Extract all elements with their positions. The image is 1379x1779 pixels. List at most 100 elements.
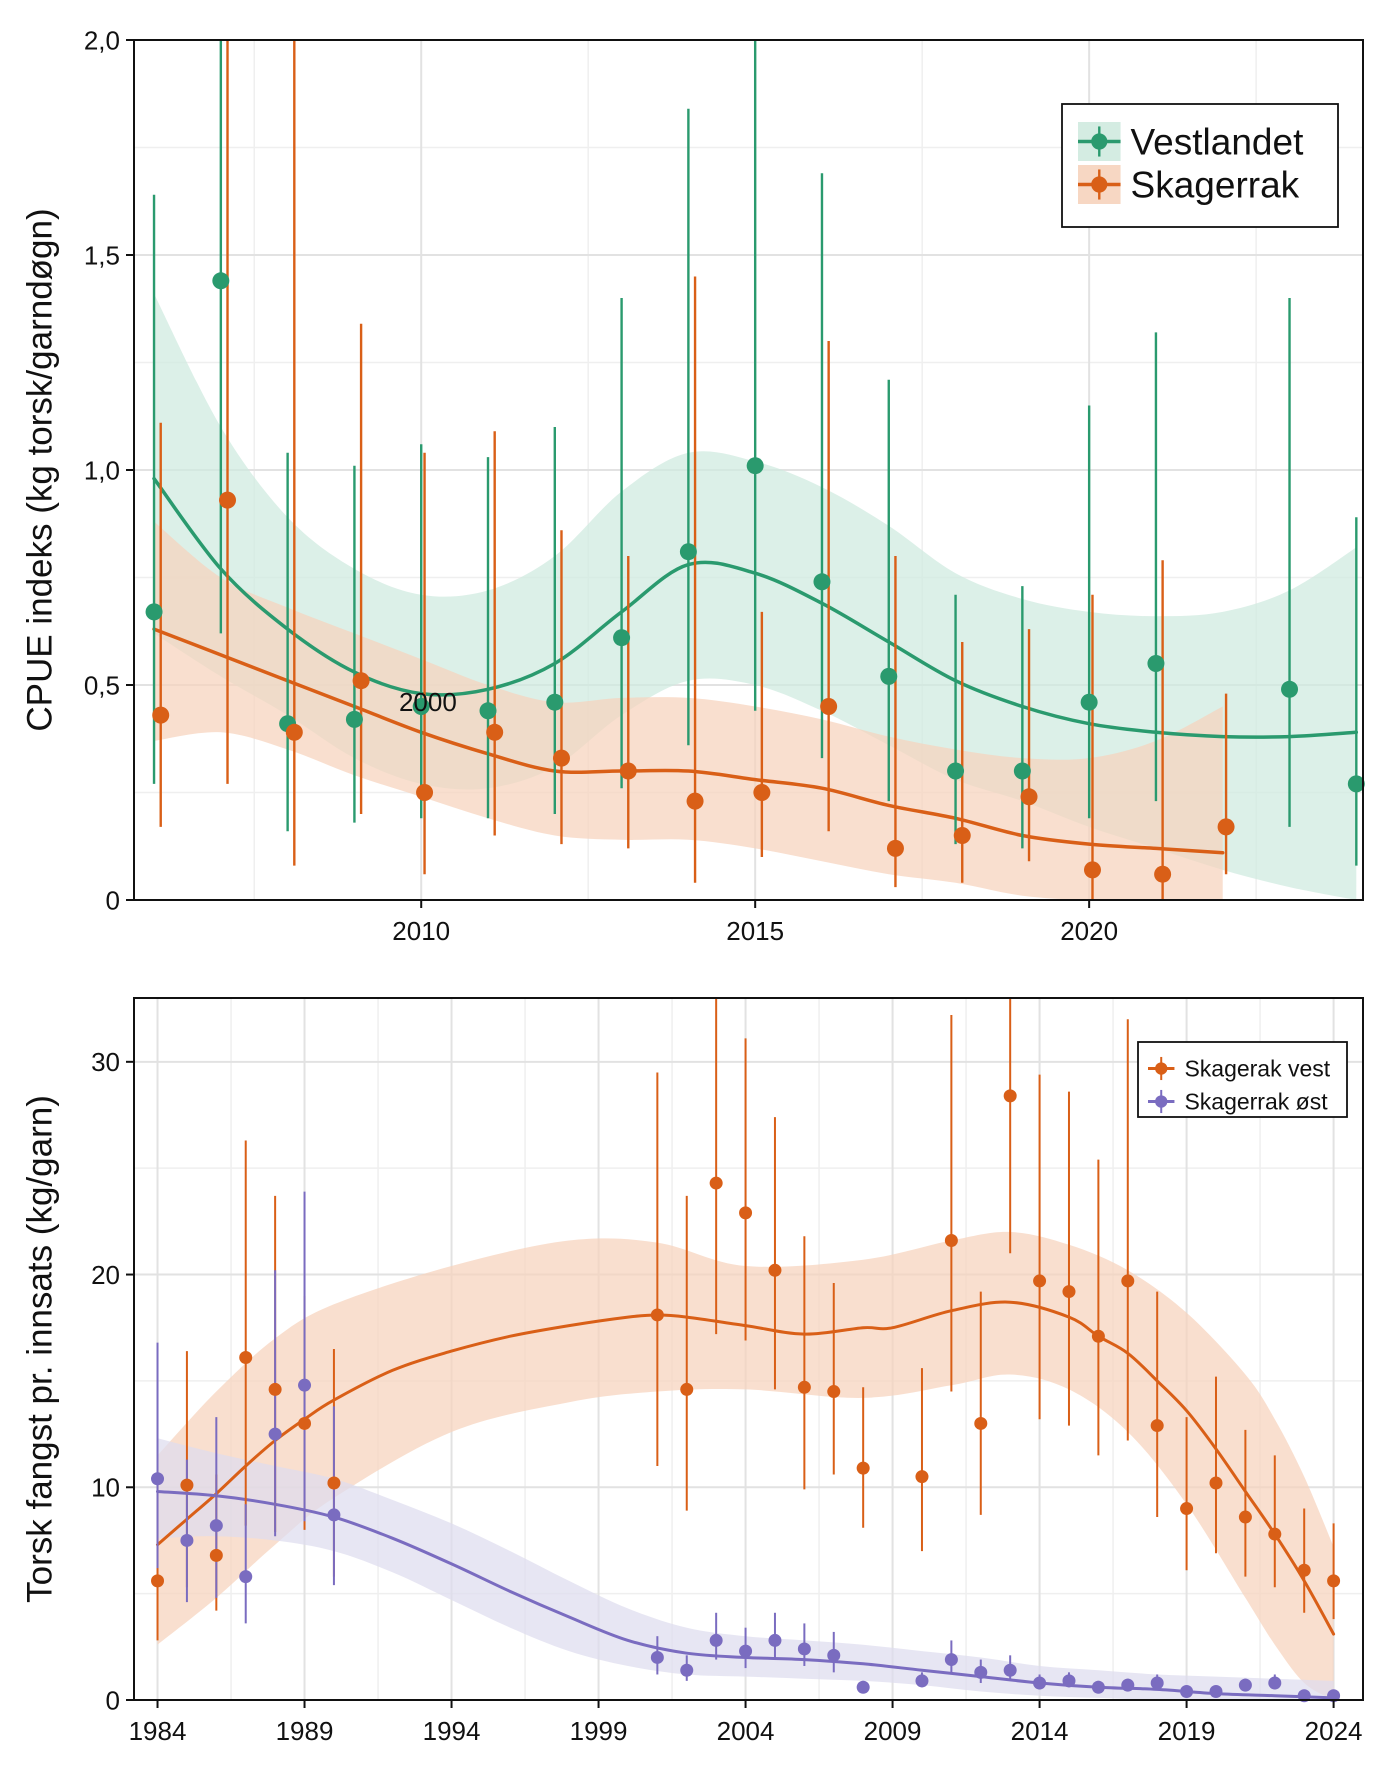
skagerak-vest-data-point bbox=[856, 1461, 870, 1475]
skagerrak-data-point bbox=[686, 792, 704, 810]
skagerrak-st-data-point bbox=[1121, 1678, 1135, 1692]
skagerrak-data-point bbox=[820, 698, 838, 715]
x-tick-label: 2015 bbox=[726, 916, 784, 946]
x-tick-label: 1994 bbox=[423, 1716, 481, 1746]
skagerrak-st-data-point bbox=[1062, 1674, 1076, 1688]
skagerrak-st-data-point bbox=[1238, 1678, 1252, 1692]
skagerrak-st-legend-label: Skagerrak øst bbox=[1184, 1089, 1328, 1115]
skagerak-vest-data-point bbox=[974, 1416, 988, 1430]
skagerrak-data-point bbox=[1083, 861, 1101, 879]
skagerak-vest-legend-dot-key bbox=[1155, 1062, 1168, 1075]
skagerak-vest-data-point bbox=[1033, 1274, 1047, 1288]
skagerrak-data-point bbox=[1020, 788, 1038, 806]
skagerak-vest-data-point bbox=[209, 1548, 223, 1562]
y-tick-label: 0 bbox=[106, 885, 120, 915]
skagerrak-st-data-point bbox=[298, 1378, 312, 1392]
skagerak-vest-data-point bbox=[180, 1478, 194, 1492]
skagerrak-st-data-point bbox=[1033, 1676, 1047, 1690]
legend-box bbox=[1137, 1041, 1348, 1118]
vestlandet-data-point bbox=[1347, 775, 1365, 793]
skagerak-vest-data-point bbox=[1238, 1510, 1252, 1524]
vestlandet-data-point bbox=[813, 573, 831, 591]
skagerrak-st-data-point bbox=[827, 1648, 841, 1662]
skagerrak-st-data-point bbox=[856, 1680, 870, 1694]
vestlandet-data-point bbox=[746, 457, 764, 475]
skagerrak-st-data-point bbox=[209, 1519, 223, 1533]
skagerrak-data-point bbox=[219, 491, 237, 509]
skagerrak-data-point bbox=[619, 762, 637, 780]
x-tick-label: 2019 bbox=[1158, 1716, 1216, 1746]
vestlandet-data-point bbox=[345, 710, 363, 728]
vestlandet-data-point bbox=[546, 693, 564, 711]
skagerak-vest-legend-label: Skagerak vest bbox=[1184, 1056, 1330, 1082]
vestlandet-data-point bbox=[947, 762, 965, 780]
skagerrak-data-point bbox=[552, 749, 570, 767]
skagerak-vest-data-point bbox=[1062, 1285, 1076, 1299]
skagerak-vest-data-point bbox=[1091, 1329, 1105, 1343]
skagerak-vest-data-point bbox=[298, 1416, 312, 1430]
skagerrak-data-point bbox=[1217, 818, 1235, 836]
skagerrak-legend-dot-key bbox=[1091, 176, 1108, 193]
x-tick-label: 2020 bbox=[1060, 916, 1118, 946]
skagerrak-st-data-point bbox=[944, 1653, 958, 1667]
x-tick-label: 1984 bbox=[129, 1716, 187, 1746]
skagerrak-st-data-point bbox=[180, 1533, 194, 1547]
skagerak-vest-data-point bbox=[1268, 1527, 1282, 1541]
skagerrak-st-data-point bbox=[1180, 1684, 1194, 1698]
vestlandet-data-point bbox=[412, 698, 430, 715]
y-tick-label: 10 bbox=[91, 1473, 120, 1503]
plot-frame bbox=[133, 997, 1364, 1701]
skagerrak-data-point bbox=[152, 706, 170, 724]
skagerak-vest-data-point bbox=[1209, 1476, 1223, 1490]
skagerak-vest-data-point bbox=[1121, 1274, 1135, 1288]
vestlandet-data-point bbox=[479, 702, 497, 720]
skagerak-vest-data-point bbox=[1297, 1563, 1311, 1577]
skagerak-vest-data-point bbox=[797, 1380, 811, 1394]
skagerrak-st-data-point bbox=[1003, 1663, 1017, 1677]
x-tick-label: 1999 bbox=[570, 1716, 628, 1746]
skagerrak-st-trend-line bbox=[156, 1490, 1336, 1700]
y-tick-label: 2,0 bbox=[84, 25, 120, 55]
skagerrak-trend-line bbox=[152, 627, 1225, 855]
y-tick-label: 1,0 bbox=[84, 455, 120, 485]
y-tick-label: 0,5 bbox=[84, 670, 120, 700]
skagerrak-st-data-point bbox=[650, 1650, 664, 1664]
skagerak-vest-data-point bbox=[1003, 1089, 1017, 1103]
skagerrak-st-data-point bbox=[1297, 1689, 1311, 1703]
skagerak-vest-data-point bbox=[1180, 1502, 1194, 1516]
skagerak-vest-data-point bbox=[827, 1385, 841, 1399]
skagerak-vest-data-point bbox=[709, 1176, 723, 1190]
skagerrak-data-point bbox=[1154, 865, 1172, 883]
skagerak-vest-data-point bbox=[680, 1382, 694, 1396]
skagerrak-data-point bbox=[753, 784, 771, 801]
vestlandet-data-point bbox=[679, 543, 697, 561]
x-tick-label: 2004 bbox=[717, 1716, 775, 1746]
skagerak-vest-data-point bbox=[268, 1382, 282, 1396]
skagerak-vest-data-point bbox=[650, 1308, 664, 1322]
annotation-label: 2000 bbox=[399, 687, 457, 717]
skagerrak-st-data-point bbox=[268, 1427, 282, 1441]
x-tick-label: 2014 bbox=[1011, 1716, 1069, 1746]
x-tick-label: 1989 bbox=[276, 1716, 334, 1746]
vestlandet-data-point bbox=[1080, 693, 1098, 711]
cpue-chart: 2010 2015 2020 0 0,5 1,0 1,5 2,0 CPUE indeks (k… bbox=[20, 25, 1365, 946]
skagerrak-st-data-point bbox=[327, 1508, 341, 1522]
skagerak-vest-data-point bbox=[915, 1470, 929, 1484]
skagerak-vest-data-point bbox=[768, 1263, 782, 1277]
y-tick-label: 0 bbox=[106, 1685, 120, 1715]
vestlandet-data-point bbox=[613, 629, 631, 647]
y-tick-label: 1,5 bbox=[84, 240, 120, 270]
x-tick-label: 2024 bbox=[1305, 1716, 1363, 1746]
skagerrak-st-data-point bbox=[1091, 1680, 1105, 1694]
skagerrak-data-point bbox=[285, 723, 303, 741]
skagerak-vest-data-point bbox=[1327, 1574, 1341, 1588]
skagerrak-st-data-point bbox=[915, 1674, 929, 1688]
skagerrak-st-data-point bbox=[974, 1665, 988, 1679]
skagerrak-st-data-point bbox=[680, 1663, 694, 1677]
skagerrak-data-point bbox=[416, 784, 434, 801]
skagerrak-legend-label: Skagerrak bbox=[1131, 164, 1300, 205]
y-tick-label: 20 bbox=[91, 1260, 120, 1290]
vestlandet-legend-label: Vestlandet bbox=[1131, 121, 1305, 162]
